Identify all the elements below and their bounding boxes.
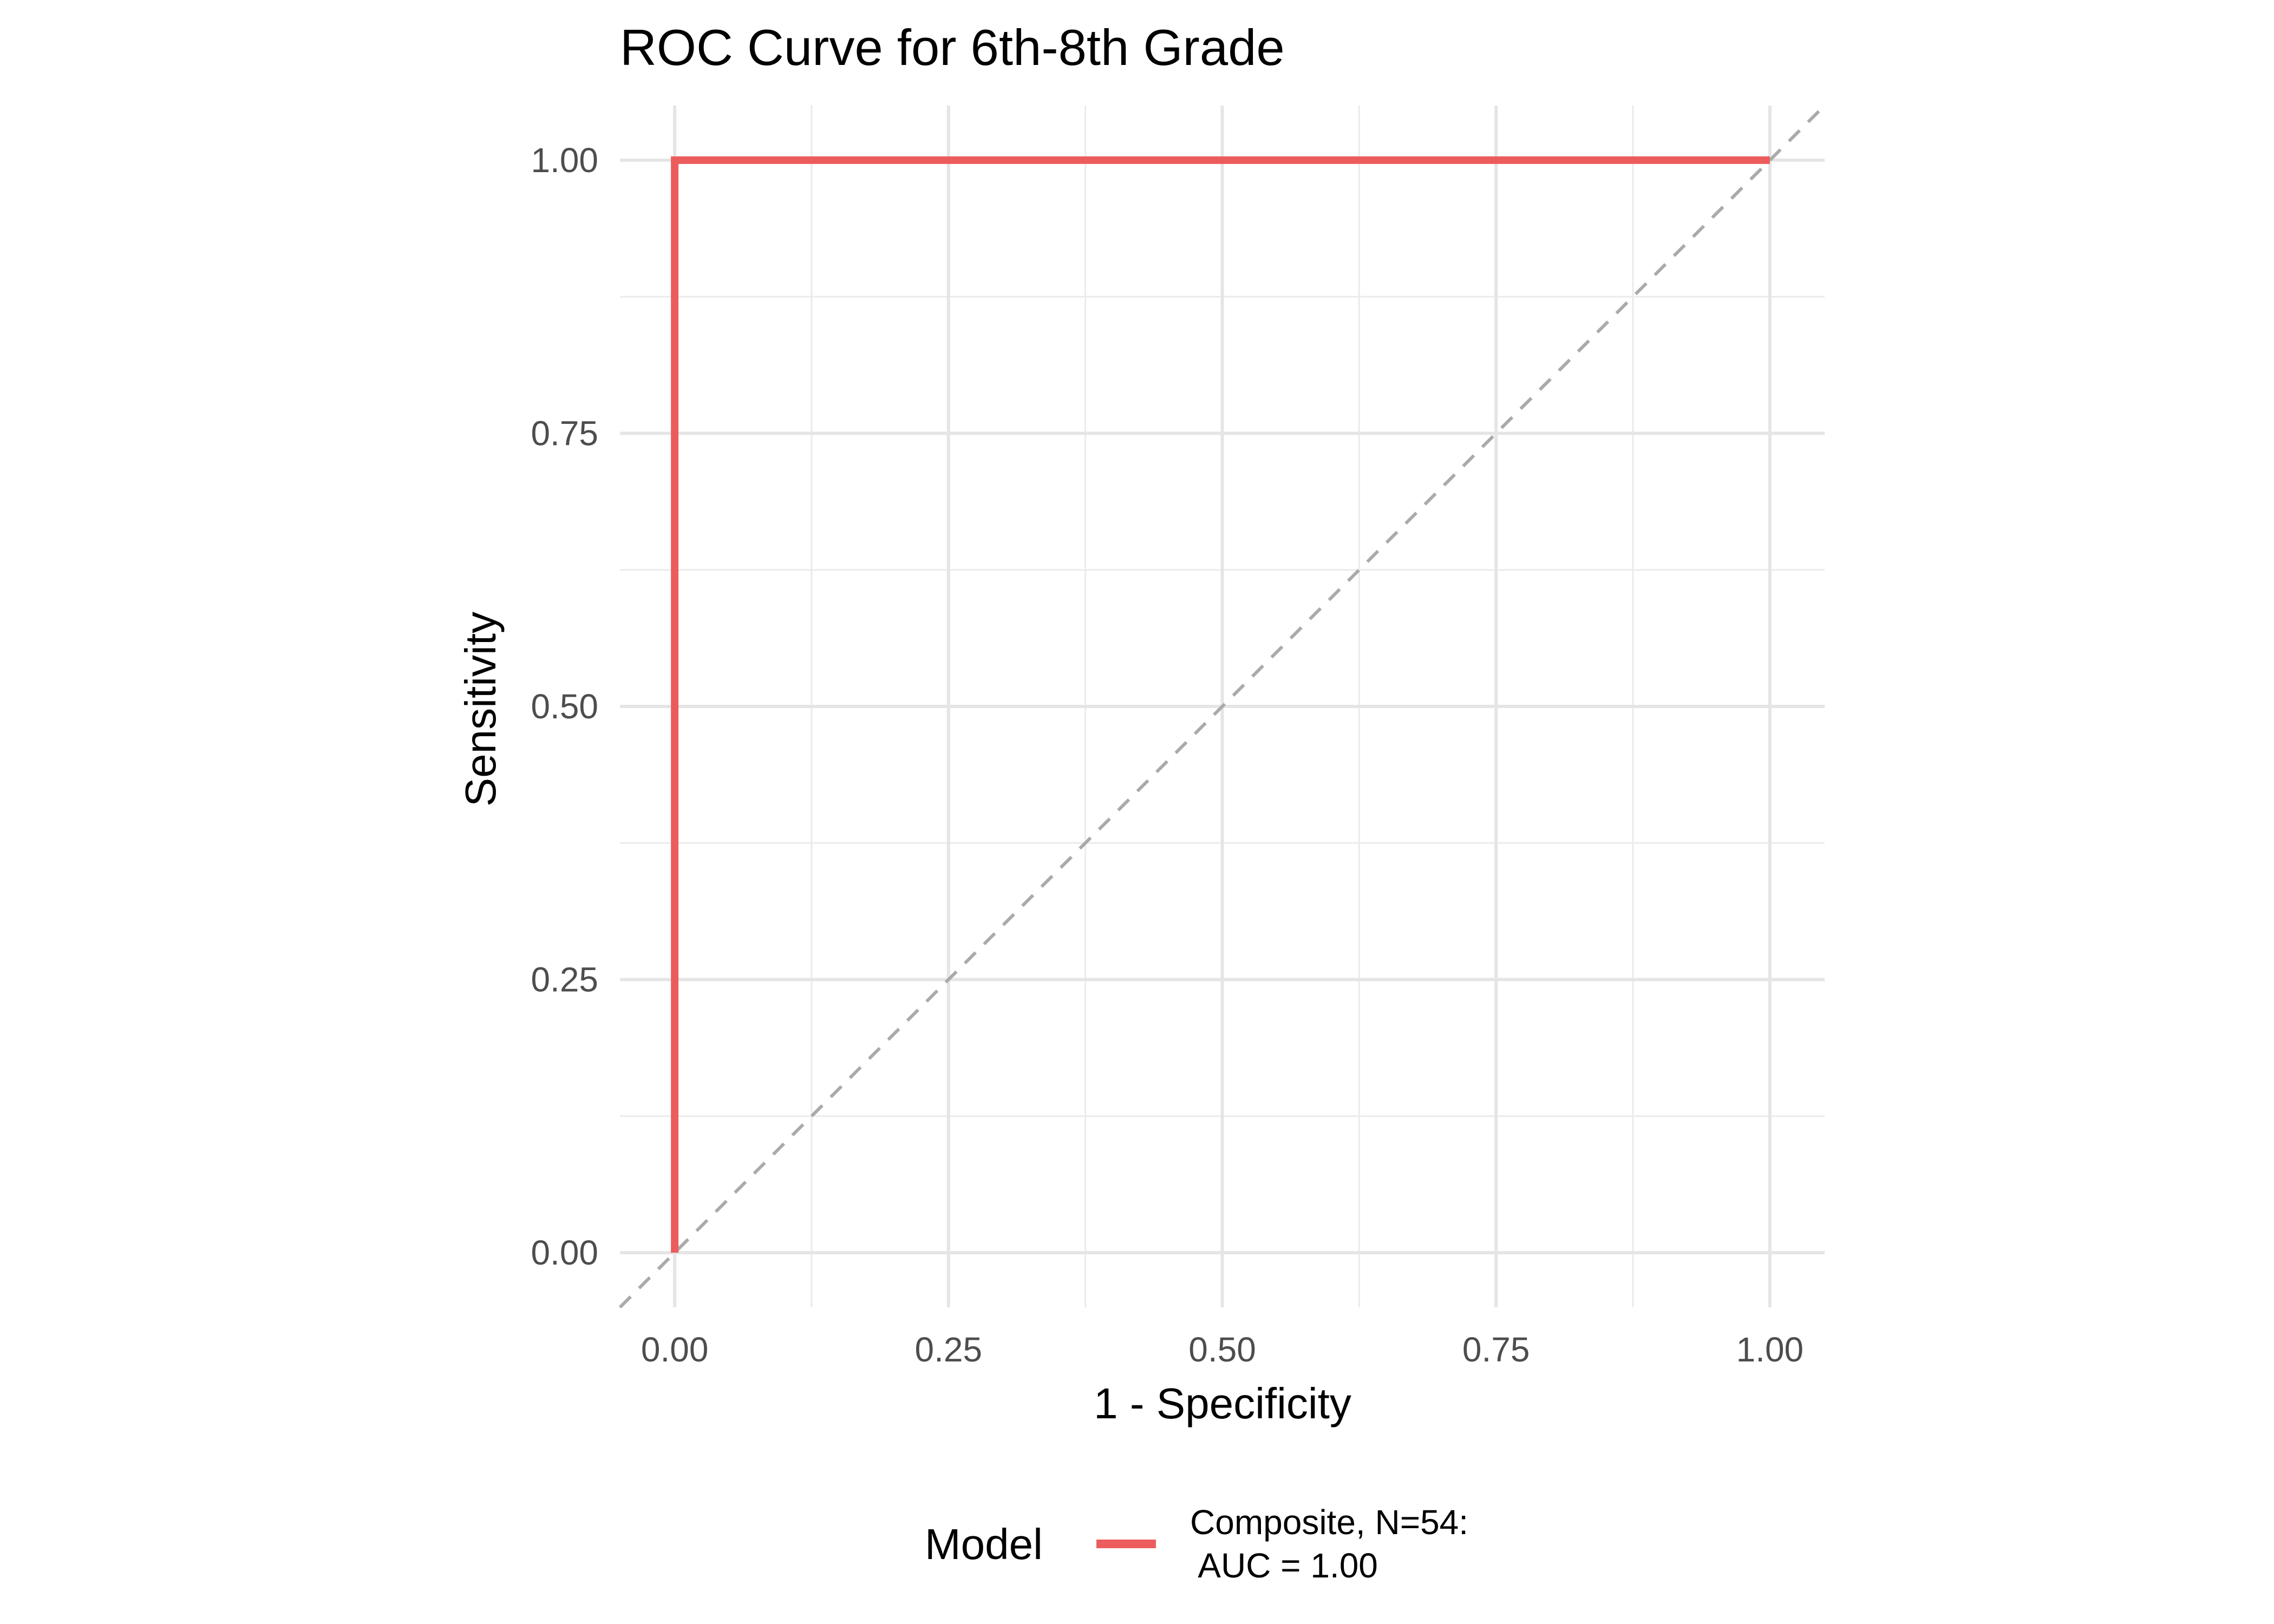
reference-line-layer [618,104,1826,1309]
legend-title: Model [925,1520,1043,1568]
legend-label-line-1: Composite, N=54: [1190,1503,1468,1542]
x-tick-label: 1.00 [1736,1330,1804,1369]
x-tick-label: 0.75 [1462,1330,1530,1369]
y-tick-label: 1.00 [531,141,598,180]
y-tick-label: 0.50 [531,687,598,726]
series-layer [671,156,1770,1253]
roc-curve-composite [671,156,1770,1253]
x-tick-label: 0.50 [1188,1330,1256,1369]
y-tick-label: 0.25 [531,960,598,999]
x-tick-label: 0.00 [641,1330,709,1369]
legend: Model Composite, N=54: AUC = 1.00 [925,1503,1468,1585]
diagonal-reference-line [618,104,1826,1309]
y-axis-title: Sensitivity [456,612,505,807]
y-tick-label: 0.75 [531,414,598,453]
y-tick-label: 0.00 [531,1233,598,1272]
legend-label-line-2: AUC = 1.00 [1190,1546,1378,1585]
x-tick-label: 0.25 [915,1330,983,1369]
chart-title: ROC Curve for 6th-8th Grade [620,19,1285,76]
tick-labels: 0.00 0.25 0.50 0.75 1.00 0.00 0.25 0.50 0.75 1.00 [531,141,1803,1369]
x-axis-title: 1 - Specificity [1094,1379,1351,1427]
